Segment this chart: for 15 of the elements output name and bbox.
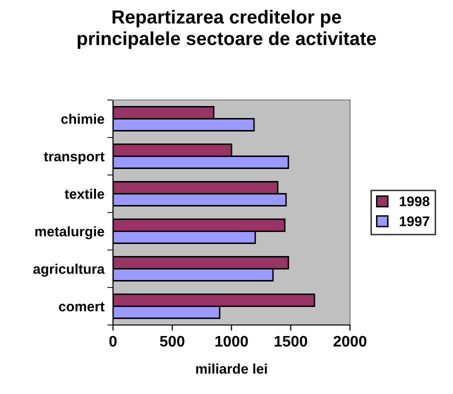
y-tick-label: agricultura (33, 264, 105, 277)
x-tick-label: 1500 (274, 336, 308, 347)
x-tick-label: 2000 (334, 336, 366, 347)
y-tick-label: textile (64, 188, 104, 199)
legend-label: 1997 (400, 216, 430, 226)
legend-label: 1998 (400, 196, 430, 206)
x-tick-label: 1000 (215, 336, 248, 347)
y-tick-label: metalurgie (35, 226, 104, 240)
y-tick-label: transport (44, 152, 104, 164)
x-tick-label: 500 (160, 336, 184, 347)
x-axis-title: miliarde lei (196, 364, 267, 374)
y-tick-label: chimie (61, 114, 104, 124)
x-tick-label: 0 (109, 336, 117, 347)
chart-title: Repartizarea creditelor pe principalele sectoare de activitate (78, 10, 376, 49)
y-tick-label: comert (58, 302, 104, 312)
